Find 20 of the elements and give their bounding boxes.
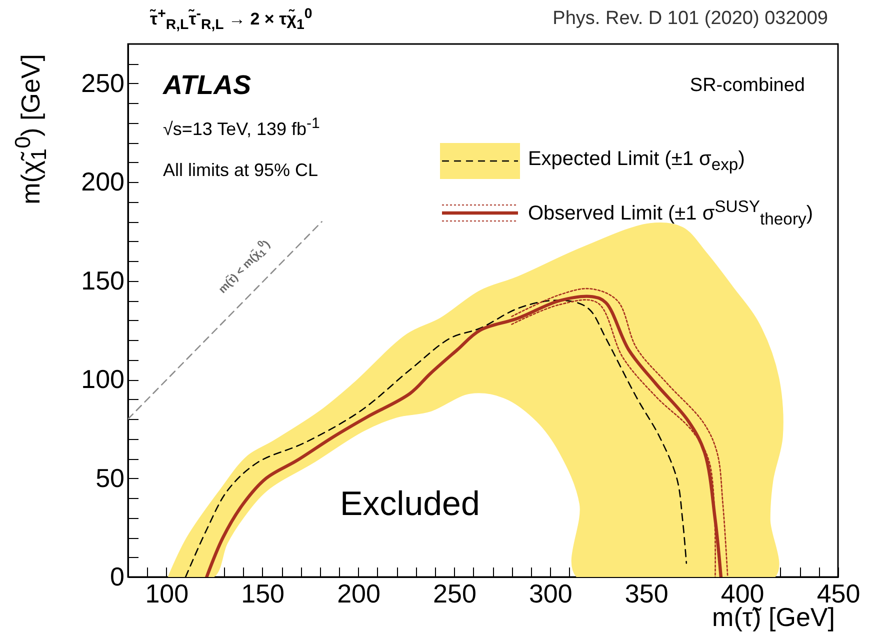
annotation: ATLAS <box>163 70 251 101</box>
y-tick-label: 250 <box>81 68 124 98</box>
y-tick-label: 50 <box>96 462 124 493</box>
y-tick-label: 0 <box>110 562 124 592</box>
x-tick-label: 200 <box>337 578 380 608</box>
x-tick-label: 150 <box>241 578 285 608</box>
x-tick-label: 300 <box>528 578 572 608</box>
x-tick-label: 100 <box>145 578 189 608</box>
legend-label: Observed Limit (±1 σ$^{SUSY}$$_{theory}$) <box>528 196 813 230</box>
annotation: All limits at 95% CL <box>163 160 318 181</box>
y-tick-label: 100 <box>81 364 124 394</box>
y-tick-label: 150 <box>81 265 124 296</box>
annotation: SR-combined <box>690 75 805 97</box>
y-tick-label: 200 <box>81 166 124 197</box>
text: Phys. Rev. D 101 (2020) 032009 <box>552 8 828 30</box>
legend-label: Expected Limit (±1 σ$_{exp}$) <box>528 148 745 174</box>
annotation: √s=13 TeV, 139 fb$^{-1}$ <box>163 115 320 140</box>
x-tick-label: 350 <box>624 578 668 608</box>
x-tick-label: 250 <box>433 578 476 608</box>
annotation: Excluded <box>340 485 480 524</box>
